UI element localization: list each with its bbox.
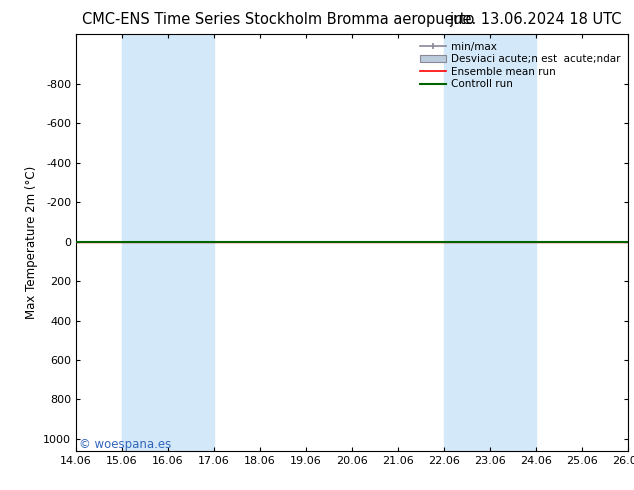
Y-axis label: Max Temperature 2m (°C): Max Temperature 2m (°C) — [25, 166, 37, 319]
Bar — [122, 34, 214, 451]
Bar — [628, 34, 634, 451]
Legend: min/max, Desviaci acute;n est  acute;ndar, Ensemble mean run, Controll run: min/max, Desviaci acute;n est acute;ndar… — [418, 40, 623, 92]
Bar — [444, 34, 536, 451]
Text: jue. 13.06.2024 18 UTC: jue. 13.06.2024 18 UTC — [449, 12, 621, 27]
Text: © woespana.es: © woespana.es — [79, 438, 171, 451]
Text: CMC-ENS Time Series Stockholm Bromma aeropuerto: CMC-ENS Time Series Stockholm Bromma aer… — [82, 12, 475, 27]
